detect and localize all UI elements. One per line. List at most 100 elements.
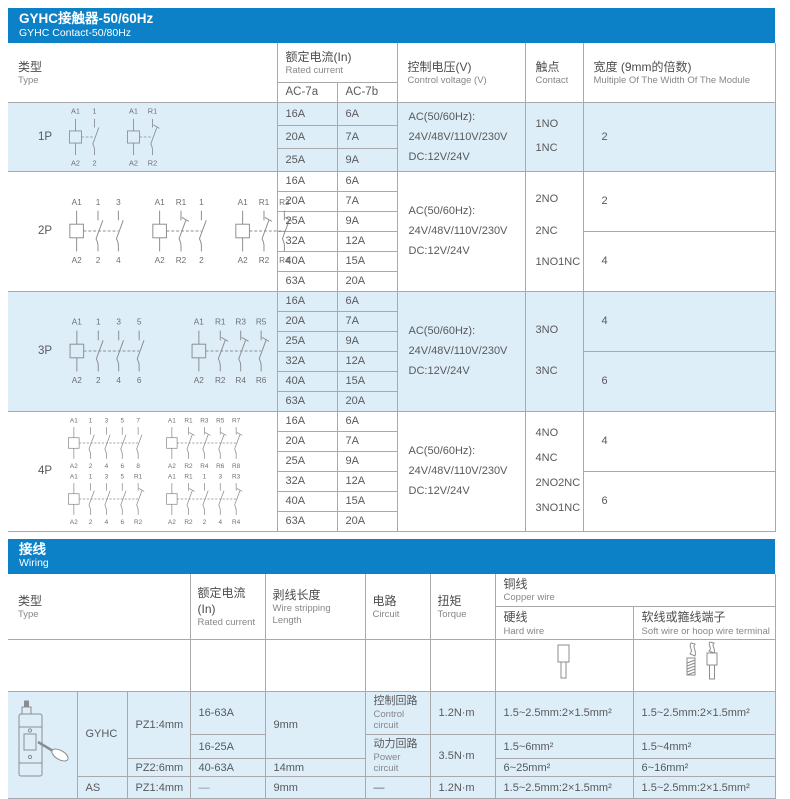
ac7b-value: 15A: [336, 490, 398, 512]
svg-text:6: 6: [137, 376, 142, 385]
svg-text:R6: R6: [216, 463, 225, 470]
circuit-diagram: A1 A2 1 2 3 4 5 6 R1 R2: [68, 474, 145, 526]
ac7b-value: 7A: [336, 310, 398, 332]
header-row: 类型 Type 额定电流(In) Rated current 控制电压(V) C…: [8, 43, 776, 103]
svg-text:R4: R4: [232, 519, 241, 526]
table-row: 1P A1 A2 1 2 A1 A2 R1 R2 16A 6A AC(50/60Hz): 24V/48V…: [8, 101, 776, 172]
col-header-width: 宽度 (9mm的倍数) Multiple Of The Width Of The…: [582, 43, 776, 103]
ac7b-value: 9A: [336, 210, 398, 232]
svg-text:8: 8: [136, 463, 140, 470]
svg-text:R1: R1: [176, 198, 187, 207]
hard-wire-spec: 1.5~6mm²: [494, 733, 634, 760]
ac7b-value: 6A: [336, 410, 398, 432]
table-row: 63A 20A: [8, 390, 775, 412]
svg-text:3: 3: [116, 318, 121, 327]
svg-text:R1: R1: [184, 418, 193, 425]
diagram-group: A1 A2 1 2 3 4 A1 A2 R1 R2 1 2 A1 A2 R1 R2 R3 R4: [64, 195, 297, 267]
svg-text:A2: A2: [72, 376, 83, 385]
svg-text:R2: R2: [184, 519, 193, 526]
circuit-cell: —: [364, 776, 431, 799]
svg-text:2: 2: [96, 376, 101, 385]
svg-text:R1: R1: [148, 106, 157, 115]
svg-text:3: 3: [105, 474, 109, 481]
circuit-diagram: A1 A2 1 2 3 4: [69, 198, 124, 265]
svg-text:A1: A1: [129, 106, 138, 115]
soft-wire-icon: [632, 639, 776, 693]
col-header-strip-length: 剥线长度 Wire stripping Length: [264, 573, 366, 641]
ac7a-value: 40A: [277, 250, 338, 272]
svg-text:2: 2: [89, 463, 93, 470]
col-header-type: 类型 Type: [8, 43, 278, 103]
ac7b-value: 12A: [336, 350, 398, 372]
table-row: 20A 7A: [8, 124, 775, 149]
soft-wire-spec: 6~16mm²: [632, 758, 776, 778]
ac7a-value: 25A: [277, 147, 338, 172]
ac7b-value: 20A: [336, 390, 398, 412]
svg-text:R1: R1: [215, 318, 226, 327]
circuit-cell: 控制回路 Control circuit: [364, 691, 431, 735]
strip-length: 9mm: [264, 776, 366, 799]
svg-text:A1: A1: [72, 318, 83, 327]
contact-cell: 3NO 3NC: [524, 290, 584, 412]
table-row: 3P A1 A2 1 2 3 4 5 6 A1 A2 R1 R2 R3 R4 R5 R6 16A 6A AC(50/6…: [8, 290, 776, 412]
svg-text:4: 4: [116, 376, 121, 385]
svg-text:1: 1: [96, 318, 101, 327]
svg-text:A2: A2: [238, 256, 249, 265]
module-width-value: 4: [582, 290, 776, 352]
ac7a-value: 16A: [276, 101, 338, 126]
svg-text:R2: R2: [176, 256, 187, 265]
wiring-section-header: 接线 Wiring: [8, 538, 775, 574]
svg-text:R5: R5: [256, 318, 267, 327]
ac7a-value: 16A: [276, 290, 338, 312]
soft-wire-spec: 1.5~2.5mm:2×1.5mm²: [632, 776, 776, 799]
svg-text:R2: R2: [148, 158, 157, 167]
type-label: 1P: [38, 130, 53, 143]
type-cell-4p: 4P A1 A2 1 2 3 4 5 6 7 8 A1 A2 R1 R2 R3 R4 R5 R6 R7 R8 A1 A2 1 2…: [8, 410, 278, 532]
section-title-zh: 接线: [19, 541, 46, 557]
ac7a-value: 20A: [277, 124, 338, 149]
svg-text:R1: R1: [184, 474, 193, 481]
svg-text:5: 5: [120, 474, 124, 481]
module-width-value: 6: [582, 470, 776, 532]
circuit-diagram: A1 A2 1 2 3 4 5 6: [69, 318, 145, 385]
wiring-table: 类型 Type 额定电流(In) Rated current 剥线长度 Wire…: [8, 573, 776, 799]
ac7a-value: 40A: [277, 490, 338, 512]
svg-text:4: 4: [116, 256, 121, 265]
svg-text:R5: R5: [216, 418, 225, 425]
svg-text:R2: R2: [259, 256, 270, 265]
svg-text:R8: R8: [232, 463, 241, 470]
ac7a-value: 32A: [277, 470, 338, 492]
ac7b-value: 9A: [336, 330, 398, 352]
svg-text:4: 4: [105, 519, 109, 526]
torque-value: 1.2N·m: [429, 776, 496, 799]
section-title-en: GYHC Contact-50/80Hz: [19, 26, 132, 39]
circuit-diagram: A1 A2 R1 R2 1 2: [152, 198, 207, 265]
svg-text:6: 6: [120, 463, 124, 470]
table-row: 20A 7A: [8, 430, 775, 452]
circuit-cell: 动力回路 Power circuit: [364, 733, 431, 778]
ac7a-value: 63A: [277, 510, 338, 532]
contactor-device-illustration: [18, 700, 69, 777]
table-row: 4P A1 A2 1 2 3 4 5 6 7 8 A1 A2 R1 R2 R3 R4 R5 R6 R7 R8 A1 A2 1 2…: [8, 410, 776, 532]
ac7b-value: 9A: [336, 450, 398, 472]
svg-text:R6: R6: [256, 376, 267, 385]
series-name: GYHC: [76, 691, 128, 778]
ac7b-value: 7A: [336, 190, 398, 212]
table-row: 2P A1 A2 1 2 3 4 A1 A2 R1 R2 1 2 A1 A2 R1 R2 R3 R4 16A 6A AC(…: [8, 170, 776, 292]
diagram-group: A1 A2 1 2 3 4 5 6 A1 A2 R1 R2 R3 R4 R5 R6: [64, 315, 274, 387]
col-header-torque: 扭矩 Torque: [429, 573, 496, 641]
svg-text:R4: R4: [235, 376, 246, 385]
ac7a-value: 16A: [276, 170, 338, 192]
svg-text:2: 2: [89, 519, 93, 526]
col-header-soft-wire: 软线或箍线端子 Soft wire or hoop wire terminal: [632, 606, 776, 641]
svg-text:5: 5: [120, 418, 124, 425]
circuit-diagram: A1 A2 1 2 3 4 5 6 7 8: [68, 418, 143, 470]
contact-cell: 4NO 4NC 2NO2NC 3NO1NC: [524, 410, 584, 532]
screwdriver-size: PZ2:6mm: [127, 758, 191, 778]
table-row: 25A 9A: [8, 210, 775, 232]
control-voltage-cell: AC(50/60Hz): 24V/48V/110V/230V DC:12V/24V: [396, 290, 526, 412]
control-voltage-cell: AC(50/60Hz): 24V/48V/110V/230V DC:12V/24V: [396, 101, 526, 172]
torque-value: 3.5N·m: [429, 733, 496, 778]
svg-text:R2: R2: [184, 463, 193, 470]
